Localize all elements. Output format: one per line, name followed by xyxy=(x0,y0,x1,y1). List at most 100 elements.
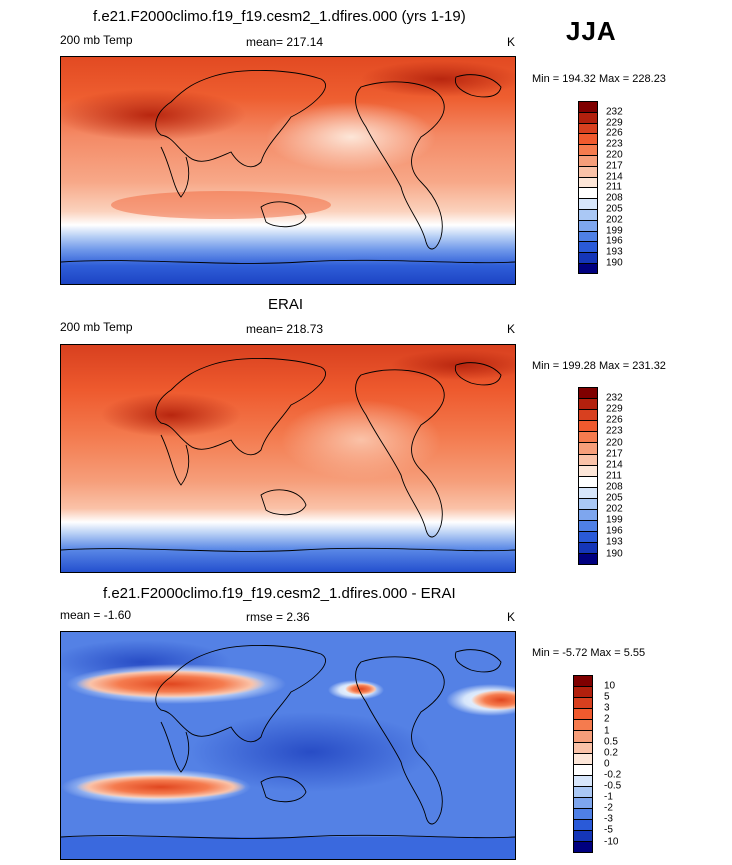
colorbar-swatch xyxy=(578,241,598,253)
colorbar-tick-label: 229 xyxy=(606,117,623,129)
colorbar-swatch xyxy=(573,752,593,764)
colorbar-swatch xyxy=(578,165,598,177)
colorbar-swatch xyxy=(578,442,598,454)
colorbar-tick-label: 214 xyxy=(606,171,623,183)
colorbar-swatch xyxy=(573,730,593,742)
panel-2-mean-label: mean= 218.73 xyxy=(246,322,324,336)
colorbar-swatch xyxy=(578,208,598,220)
colorbar-tick-label: -0.2 xyxy=(604,769,622,781)
colorbar-tick-label: 211 xyxy=(606,181,622,193)
colorbar-swatch xyxy=(578,475,598,487)
panel-2-left-label: 200 mb Temp xyxy=(60,320,133,334)
colorbar-swatch xyxy=(578,486,598,498)
panel-2-colorbar xyxy=(578,387,598,565)
colorbar-tick-label: 193 xyxy=(606,536,623,548)
colorbar-swatch xyxy=(578,464,598,476)
colorbar-swatch xyxy=(573,686,593,698)
colorbar-swatch xyxy=(578,409,598,421)
colorbar-swatch xyxy=(573,697,593,709)
colorbar-tick-label: 196 xyxy=(606,525,623,537)
colorbar-swatch xyxy=(578,187,598,199)
colorbar-tick-label: 0 xyxy=(604,758,610,770)
colorbar-swatch xyxy=(573,819,593,831)
season-label: JJA xyxy=(566,16,617,46)
colorbar-tick-label: 193 xyxy=(606,246,623,258)
colorbar-swatch xyxy=(578,219,598,231)
colorbar-tick-label: 199 xyxy=(606,514,623,526)
panel-1-map xyxy=(60,56,516,285)
panel-2-map xyxy=(60,344,516,573)
panel-2-title: ERAI xyxy=(268,296,304,313)
colorbar-swatch xyxy=(578,553,598,565)
colorbar-tick-label: 223 xyxy=(606,425,623,437)
colorbar-swatch xyxy=(578,101,598,112)
colorbar-tick-label: 205 xyxy=(606,203,623,215)
colorbar-tick-label: 0.5 xyxy=(604,736,618,748)
panel-3-rmse-label: rmse = 2.36 xyxy=(246,610,310,624)
panel-1-colorbar xyxy=(578,101,598,274)
colorbar-swatch xyxy=(573,675,593,687)
panel-3-colorbar xyxy=(573,675,593,853)
colorbar-swatch xyxy=(578,133,598,145)
colorbar-tick-label: 208 xyxy=(606,192,623,204)
colorbar-swatch xyxy=(578,453,598,465)
colorbar-tick-label: -0.5 xyxy=(604,780,622,792)
panel-2-minmax: Min = 199.28 Max = 231.32 xyxy=(532,360,666,372)
colorbar-tick-label: 202 xyxy=(606,503,623,515)
colorbar-swatch xyxy=(573,719,593,731)
colorbar-swatch xyxy=(578,111,598,123)
colorbar-swatch xyxy=(578,398,598,410)
colorbar-tick-label: 208 xyxy=(606,481,623,493)
colorbar-tick-label: 190 xyxy=(606,548,623,559)
colorbar-swatch xyxy=(573,785,593,798)
colorbar-swatch xyxy=(578,144,598,155)
panel-2-contour-field xyxy=(61,345,515,572)
colorbar-tick-label: 232 xyxy=(606,106,623,118)
colorbar-tick-label: 3 xyxy=(604,702,610,714)
colorbar-swatch xyxy=(573,797,593,809)
colorbar-swatch xyxy=(578,520,598,532)
colorbar-tick-label: 226 xyxy=(606,127,623,139)
colorbar-swatch xyxy=(573,830,593,842)
colorbar-swatch xyxy=(578,431,598,443)
colorbar-swatch xyxy=(573,841,593,853)
colorbar-swatch xyxy=(578,122,598,134)
panel-1-units-label: K xyxy=(507,35,516,49)
panel-3-units-label: K xyxy=(507,610,516,624)
colorbar-tick-label: 5 xyxy=(604,691,610,703)
colorbar-swatch xyxy=(578,252,598,263)
colorbar-swatch xyxy=(578,531,598,543)
colorbar-tick-label: 0.2 xyxy=(604,747,618,759)
colorbar-tick-label: 10 xyxy=(604,680,616,692)
colorbar-tick-label: 190 xyxy=(606,257,623,269)
panel-2-units-label: K xyxy=(507,322,516,336)
colorbar-tick-label: 211 xyxy=(606,470,622,482)
panel-1-left-label: 200 mb Temp xyxy=(60,33,133,47)
colorbar-tick-label: 217 xyxy=(606,160,623,172)
panel-3-map xyxy=(60,631,516,860)
colorbar-tick-label: 229 xyxy=(606,403,623,415)
panel-3-mean-label: mean = -1.60 xyxy=(60,608,132,622)
colorbar-swatch xyxy=(573,708,593,720)
colorbar-tick-label: 220 xyxy=(606,149,623,161)
colorbar-tick-label: 217 xyxy=(606,448,623,460)
colorbar-swatch xyxy=(578,387,598,399)
colorbar-swatch xyxy=(578,198,598,209)
colorbar-tick-label: 214 xyxy=(606,459,623,471)
colorbar-tick-label: -5 xyxy=(604,824,613,836)
colorbar-tick-label: 2 xyxy=(604,713,610,725)
panel-1-minmax: Min = 194.32 Max = 228.23 xyxy=(532,73,666,85)
colorbar-tick-label: 223 xyxy=(606,138,623,150)
colorbar-swatch xyxy=(578,176,598,188)
colorbar-tick-label: -3 xyxy=(604,813,613,825)
colorbar-tick-label: -2 xyxy=(604,802,613,814)
colorbar-tick-label: 199 xyxy=(606,225,623,237)
panel-3-title: f.e21.F2000climo.f19_f19.cesm2_1.dfires.… xyxy=(103,585,456,602)
colorbar-tick-label: 220 xyxy=(606,437,623,448)
colorbar-tick-label: 196 xyxy=(606,235,623,247)
panel-1-contour-field xyxy=(61,57,515,284)
colorbar-tick-label: 226 xyxy=(606,414,623,426)
colorbar-swatch xyxy=(578,262,598,274)
colorbar-tick-label: -1 xyxy=(604,791,613,803)
colorbar-tick-label: 232 xyxy=(606,392,623,404)
